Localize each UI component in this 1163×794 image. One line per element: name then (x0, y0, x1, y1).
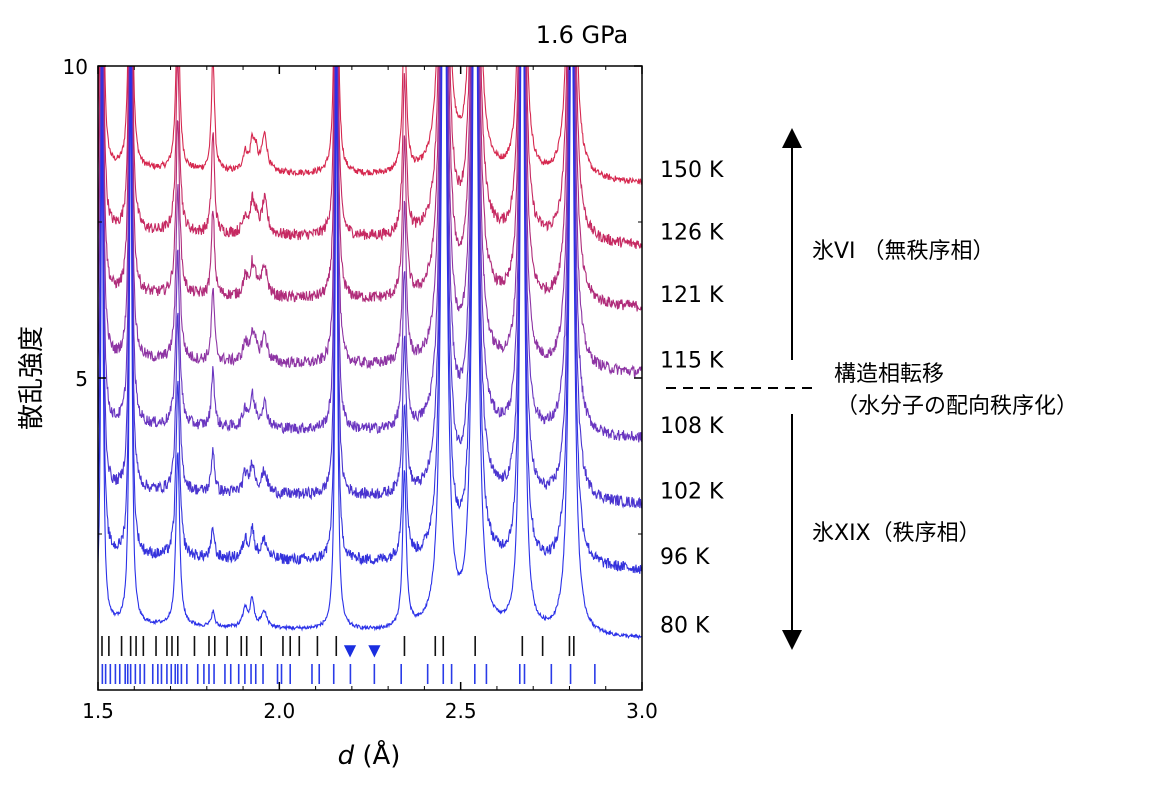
series-line-108k (98, 66, 642, 443)
x-tick-label: 1.5 (82, 699, 114, 723)
chart-title: 1.6 GPa (536, 21, 629, 49)
temperature-label: 80 K (660, 613, 710, 638)
x-tick-label: 2.0 (263, 699, 295, 723)
y-tick-label: 10 (63, 55, 88, 79)
x-tick-label: 3.0 (626, 699, 658, 723)
temperature-labels: 150 K 126 K 121 K 115 K 108 K 102 K 96 K 80 K (660, 158, 724, 639)
series-line-126k (98, 66, 642, 250)
transition-label-line2: （水分子の配向秩序化） (836, 394, 1078, 419)
transition-label-line1: 構造相転移 (834, 362, 944, 387)
series-line-96k (98, 66, 642, 574)
markers-group: ▼ ▼ (344, 641, 381, 660)
series-line-115k (98, 66, 642, 379)
temperature-label: 126 K (660, 220, 724, 245)
series-line-150k (98, 66, 642, 186)
axis-ticks-group: 1.5 2.0 2.5 3.0 10 5 (63, 55, 658, 723)
y-axis-label: 散乱強度 (17, 326, 47, 430)
phase-vi-label: 氷VI （無秩序相） (812, 239, 995, 264)
temperature-label: 108 K (660, 414, 724, 439)
spectra-group (98, 66, 642, 641)
x-axis-label: d (Å) (338, 739, 401, 771)
series-line-102k (98, 66, 642, 509)
temperature-label: 115 K (660, 348, 724, 373)
triangle-marker: ▼ (368, 641, 381, 660)
temperature-label: 96 K (660, 545, 710, 570)
triangle-marker: ▼ (344, 641, 357, 660)
series-line-80k (98, 66, 642, 641)
y-tick-label: 5 (75, 367, 88, 391)
phase-xix-label: 氷XIX（秩序相） (812, 521, 981, 546)
series-line-121k (98, 66, 642, 312)
reflection-ticks-group (101, 636, 596, 684)
temperature-label: 150 K (660, 158, 724, 183)
temperature-label: 121 K (660, 283, 724, 308)
x-tick-label: 2.5 (445, 699, 477, 723)
temperature-label: 102 K (660, 479, 724, 504)
